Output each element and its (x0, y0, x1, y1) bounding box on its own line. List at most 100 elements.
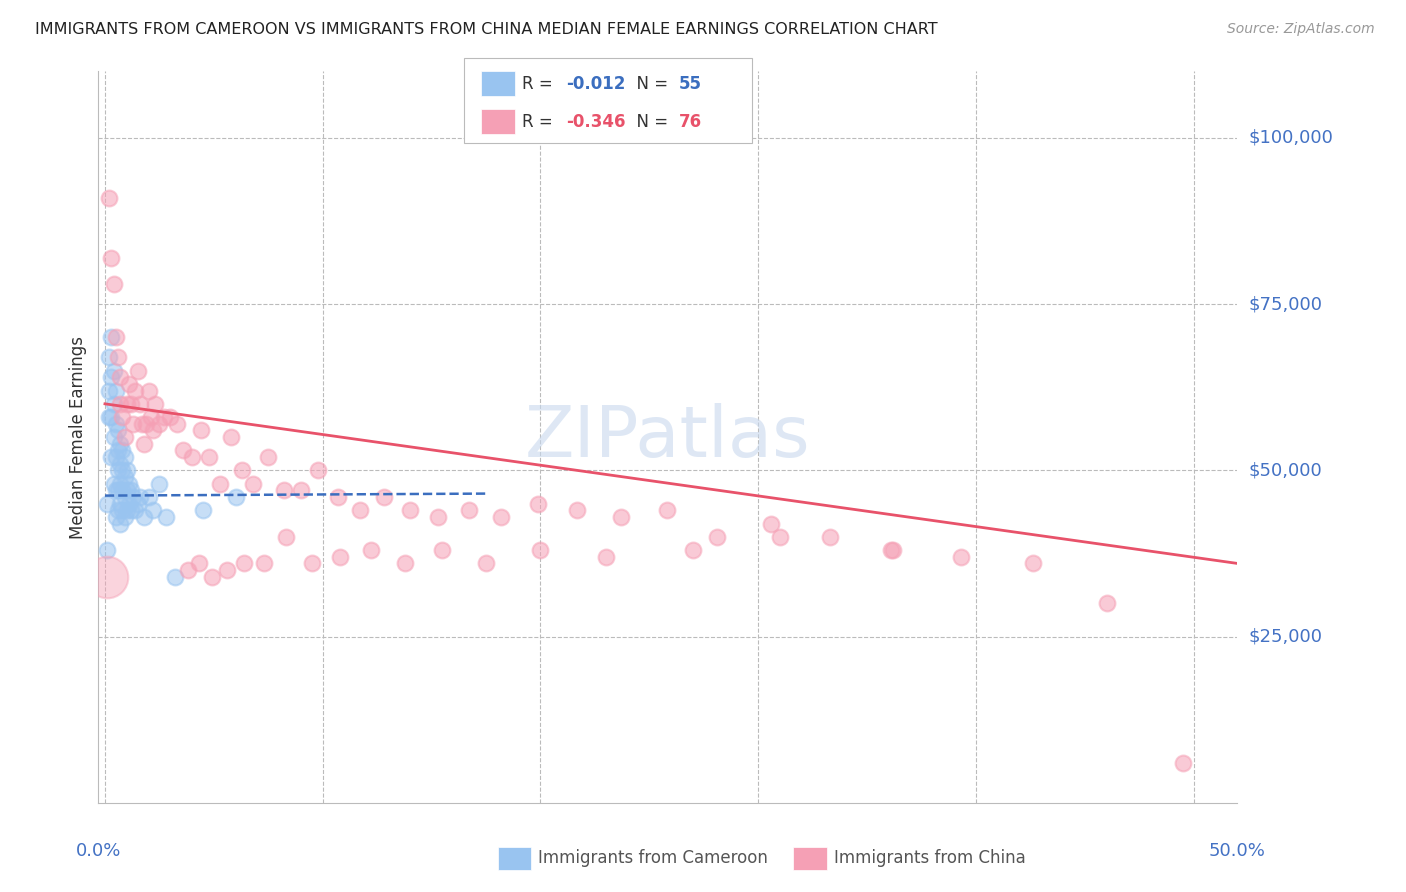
Point (131, 417, 153, 431)
Point (394, 557, 416, 571)
Point (103, 476, 125, 491)
Point (108, 497, 131, 511)
Point (349, 503, 371, 517)
Point (104, 450, 127, 464)
Point (329, 549, 352, 564)
Point (491, 509, 513, 524)
Point (100, 370, 122, 384)
Point (128, 397, 150, 411)
Point (818, 530, 841, 544)
Point (949, 549, 972, 564)
Point (457, 503, 479, 517)
Point (138, 384, 160, 398)
Text: $50,000: $50,000 (1249, 461, 1322, 479)
Point (114, 490, 136, 504)
Text: Immigrants from China: Immigrants from China (834, 849, 1025, 867)
Y-axis label: Median Female Earnings: Median Female Earnings (69, 335, 87, 539)
Point (1171, 756, 1194, 770)
Point (124, 384, 146, 398)
Point (326, 490, 349, 504)
Point (155, 509, 177, 524)
Point (233, 557, 256, 571)
Point (120, 397, 142, 411)
Point (769, 530, 792, 544)
Point (432, 543, 454, 558)
Point (107, 463, 129, 477)
Text: Source: ZipAtlas.com: Source: ZipAtlas.com (1227, 22, 1375, 37)
Point (253, 557, 276, 571)
Text: 0.0%: 0.0% (76, 842, 121, 860)
Point (360, 543, 382, 558)
Point (118, 476, 141, 491)
Text: R =: R = (522, 75, 558, 93)
Point (128, 490, 150, 504)
Point (138, 490, 160, 504)
Point (107, 351, 129, 365)
Point (181, 450, 204, 464)
Point (108, 516, 131, 531)
Point (219, 430, 242, 444)
Point (120, 503, 142, 517)
Text: N =: N = (626, 112, 673, 130)
Point (98, 384, 121, 398)
Point (143, 397, 166, 411)
Point (139, 410, 162, 425)
Point (111, 463, 134, 477)
Point (225, 490, 247, 504)
Point (100, 251, 122, 265)
Text: -0.346: -0.346 (567, 112, 626, 130)
Point (100, 330, 122, 344)
Point (882, 543, 904, 558)
Point (115, 463, 138, 477)
Point (152, 410, 174, 425)
Text: $75,000: $75,000 (1249, 295, 1323, 313)
Point (115, 397, 138, 411)
Point (108, 370, 131, 384)
Point (1021, 557, 1043, 571)
Point (191, 503, 214, 517)
Text: 50.0%: 50.0% (1209, 842, 1265, 860)
Point (111, 503, 134, 517)
Point (96, 570, 118, 584)
Text: N =: N = (626, 75, 673, 93)
Point (107, 443, 129, 458)
Point (98, 351, 121, 365)
Text: IMMIGRANTS FROM CAMEROON VS IMMIGRANTS FROM CHINA MEDIAN FEMALE EARNINGS CORRELA: IMMIGRANTS FROM CAMEROON VS IMMIGRANTS F… (35, 22, 938, 37)
Point (682, 543, 704, 558)
Point (107, 503, 129, 517)
Point (104, 417, 127, 431)
Point (166, 417, 188, 431)
Point (96, 543, 118, 558)
Point (373, 490, 395, 504)
Point (111, 410, 134, 425)
Point (142, 424, 165, 438)
Point (114, 430, 136, 444)
Text: 76: 76 (679, 112, 702, 130)
Point (124, 503, 146, 517)
Point (135, 417, 157, 431)
Point (98, 191, 121, 205)
Point (108, 476, 131, 491)
Point (257, 450, 280, 464)
Point (104, 483, 127, 498)
Point (118, 497, 141, 511)
Point (529, 543, 551, 558)
Text: Immigrants from Cameroon: Immigrants from Cameroon (538, 849, 768, 867)
Point (111, 443, 134, 458)
Point (880, 543, 903, 558)
Point (107, 424, 129, 438)
Point (114, 509, 136, 524)
Text: 55: 55 (679, 75, 702, 93)
Point (142, 503, 165, 517)
Point (190, 424, 212, 438)
Point (706, 530, 728, 544)
Point (96, 497, 118, 511)
Point (100, 410, 122, 425)
Text: $25,000: $25,000 (1249, 628, 1323, 646)
Point (198, 450, 221, 464)
Point (100, 450, 122, 464)
Point (761, 516, 783, 531)
Point (163, 570, 186, 584)
Point (103, 277, 125, 292)
Text: ZIPatlas: ZIPatlas (524, 402, 811, 472)
